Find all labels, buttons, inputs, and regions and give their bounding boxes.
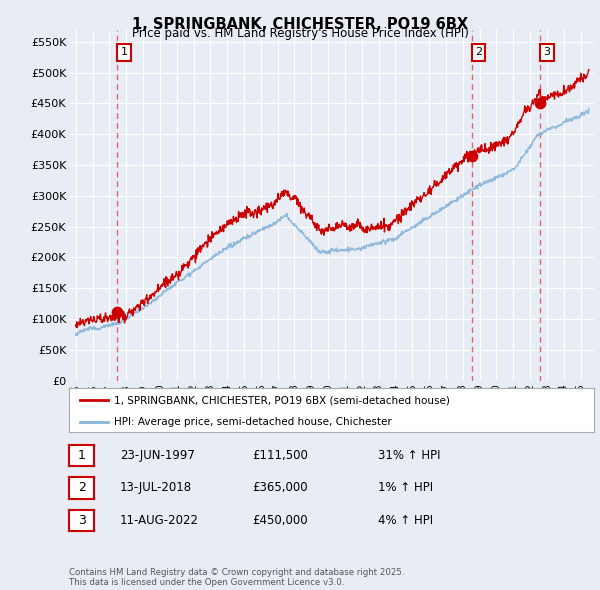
Text: 1: 1: [77, 449, 86, 462]
Text: Price paid vs. HM Land Registry's House Price Index (HPI): Price paid vs. HM Land Registry's House …: [131, 27, 469, 40]
Text: 11-AUG-2022: 11-AUG-2022: [120, 514, 199, 527]
Text: 23-JUN-1997: 23-JUN-1997: [120, 449, 195, 462]
Text: 31% ↑ HPI: 31% ↑ HPI: [378, 449, 440, 462]
Text: 4% ↑ HPI: 4% ↑ HPI: [378, 514, 433, 527]
Text: 1, SPRINGBANK, CHICHESTER, PO19 6BX: 1, SPRINGBANK, CHICHESTER, PO19 6BX: [132, 17, 468, 31]
Text: 3: 3: [544, 47, 551, 57]
Text: Contains HM Land Registry data © Crown copyright and database right 2025.
This d: Contains HM Land Registry data © Crown c…: [69, 568, 404, 587]
Point: [467, 151, 476, 160]
Text: 1% ↑ HPI: 1% ↑ HPI: [378, 481, 433, 494]
Text: 3: 3: [77, 514, 86, 527]
Text: £450,000: £450,000: [252, 514, 308, 527]
Text: 1, SPRINGBANK, CHICHESTER, PO19 6BX (semi-detached house): 1, SPRINGBANK, CHICHESTER, PO19 6BX (sem…: [113, 395, 449, 405]
Text: £111,500: £111,500: [252, 449, 308, 462]
Text: HPI: Average price, semi-detached house, Chichester: HPI: Average price, semi-detached house,…: [113, 417, 391, 427]
Text: 13-JUL-2018: 13-JUL-2018: [120, 481, 192, 494]
Point: [113, 307, 122, 317]
Text: 2: 2: [77, 481, 86, 494]
Text: £365,000: £365,000: [252, 481, 308, 494]
Point: [536, 99, 545, 108]
Text: 1: 1: [121, 47, 128, 57]
Text: 2: 2: [475, 47, 482, 57]
